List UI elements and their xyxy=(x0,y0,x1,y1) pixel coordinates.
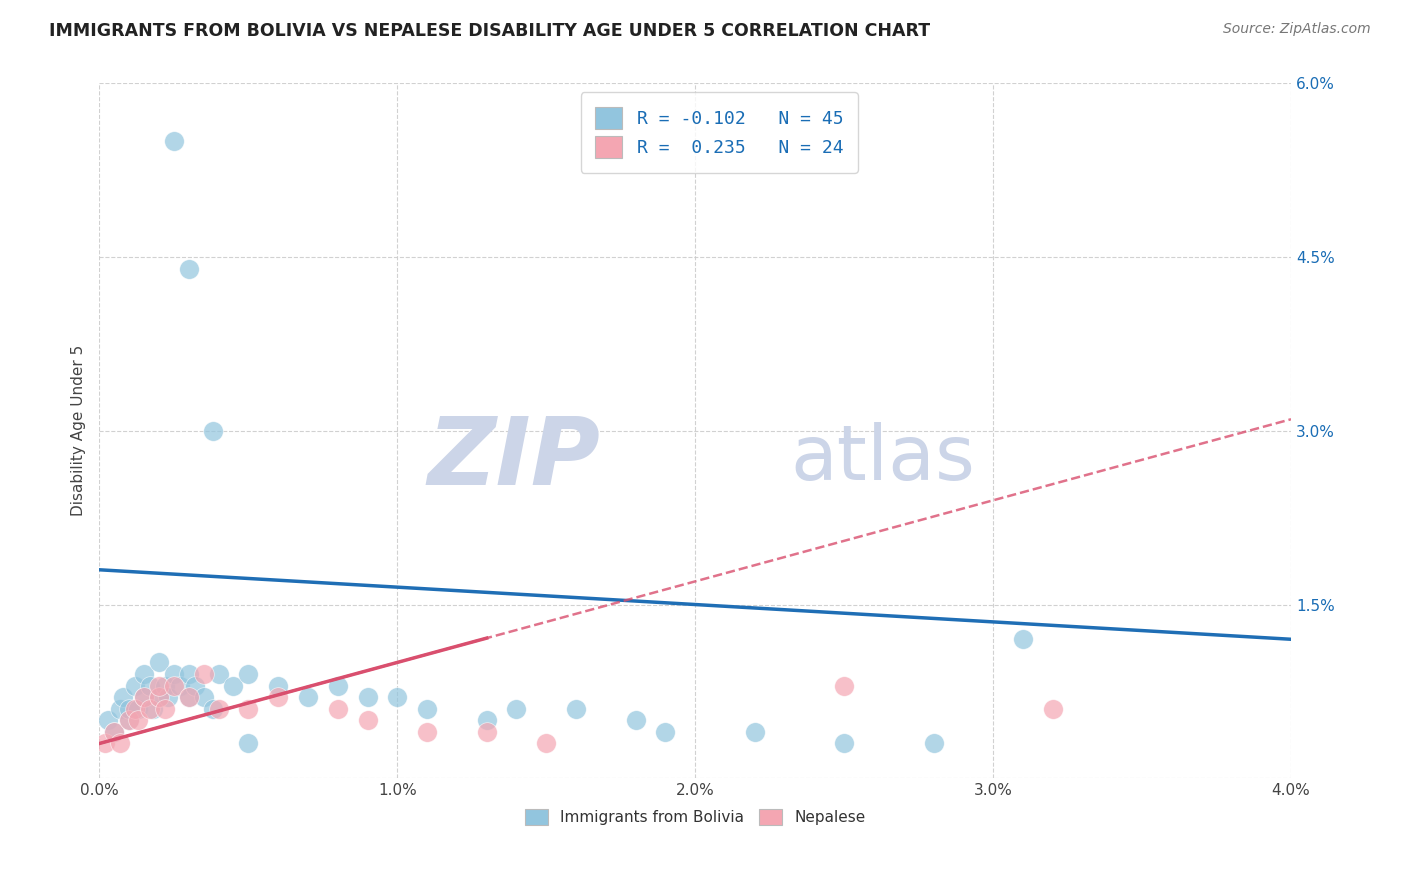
Point xyxy=(139,679,162,693)
Point xyxy=(222,679,245,693)
Point xyxy=(356,714,378,728)
Point xyxy=(193,667,215,681)
Point xyxy=(565,702,588,716)
Text: ZIP: ZIP xyxy=(427,413,600,505)
Point xyxy=(356,690,378,705)
Point xyxy=(153,679,176,693)
Point xyxy=(118,702,141,716)
Point xyxy=(110,737,132,751)
Text: Source: ZipAtlas.com: Source: ZipAtlas.com xyxy=(1223,22,1371,37)
Point xyxy=(193,690,215,705)
Point xyxy=(127,702,149,716)
Legend: Immigrants from Bolivia, Nepalese: Immigrants from Bolivia, Nepalese xyxy=(517,802,873,833)
Point xyxy=(416,725,439,739)
Point xyxy=(163,667,186,681)
Point xyxy=(124,702,146,716)
Point xyxy=(148,679,170,693)
Point xyxy=(139,702,162,716)
Point xyxy=(134,667,156,681)
Point xyxy=(201,424,224,438)
Point xyxy=(110,702,132,716)
Point xyxy=(177,690,200,705)
Point xyxy=(103,725,125,739)
Point xyxy=(124,679,146,693)
Y-axis label: Disability Age Under 5: Disability Age Under 5 xyxy=(72,345,86,516)
Point xyxy=(267,679,290,693)
Point xyxy=(832,679,855,693)
Point xyxy=(624,714,647,728)
Point xyxy=(238,702,260,716)
Point xyxy=(326,702,349,716)
Point xyxy=(184,679,207,693)
Point xyxy=(97,714,120,728)
Point xyxy=(177,667,200,681)
Point xyxy=(416,702,439,716)
Point xyxy=(118,714,141,728)
Point xyxy=(148,656,170,670)
Point xyxy=(112,690,135,705)
Point xyxy=(148,690,170,705)
Point xyxy=(1012,632,1035,647)
Point xyxy=(207,667,229,681)
Point xyxy=(387,690,409,705)
Point xyxy=(169,679,191,693)
Point xyxy=(536,737,558,751)
Point xyxy=(267,690,290,705)
Text: IMMIGRANTS FROM BOLIVIA VS NEPALESE DISABILITY AGE UNDER 5 CORRELATION CHART: IMMIGRANTS FROM BOLIVIA VS NEPALESE DISA… xyxy=(49,22,931,40)
Point xyxy=(177,261,200,276)
Point xyxy=(832,737,855,751)
Point xyxy=(922,737,945,751)
Point xyxy=(207,702,229,716)
Point xyxy=(142,702,165,716)
Point xyxy=(505,702,527,716)
Point xyxy=(201,702,224,716)
Point xyxy=(103,725,125,739)
Point xyxy=(177,690,200,705)
Point xyxy=(475,725,498,739)
Point xyxy=(163,679,186,693)
Point xyxy=(238,737,260,751)
Point xyxy=(238,667,260,681)
Point xyxy=(1042,702,1064,716)
Point xyxy=(156,690,179,705)
Point xyxy=(475,714,498,728)
Point xyxy=(297,690,319,705)
Point xyxy=(134,690,156,705)
Point xyxy=(127,714,149,728)
Point xyxy=(163,134,186,148)
Point xyxy=(326,679,349,693)
Point xyxy=(118,714,141,728)
Text: atlas: atlas xyxy=(790,422,976,496)
Point xyxy=(134,690,156,705)
Point xyxy=(654,725,676,739)
Point xyxy=(94,737,117,751)
Point xyxy=(148,690,170,705)
Point xyxy=(153,702,176,716)
Point xyxy=(744,725,766,739)
